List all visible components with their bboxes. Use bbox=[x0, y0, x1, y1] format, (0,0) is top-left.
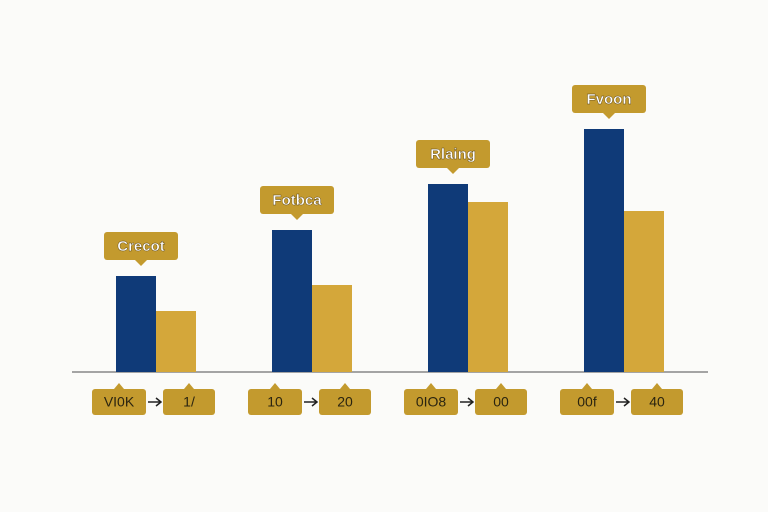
from-label: 00f bbox=[577, 394, 597, 410]
from-pointer bbox=[114, 383, 124, 389]
label-pointer bbox=[291, 214, 303, 220]
to-label: 20 bbox=[337, 394, 353, 410]
bar bbox=[624, 211, 664, 372]
to-pointer bbox=[184, 383, 194, 389]
label-box bbox=[260, 186, 334, 214]
from-label: 0IO8 bbox=[416, 394, 447, 410]
arrow bbox=[148, 397, 163, 407]
to-pointer bbox=[496, 383, 506, 389]
to-box bbox=[475, 389, 527, 415]
category-label: Rlaing bbox=[430, 146, 476, 163]
from-pointer bbox=[270, 383, 280, 389]
label-box bbox=[572, 85, 646, 113]
from-box bbox=[560, 389, 614, 415]
from-box bbox=[248, 389, 302, 415]
label-pointer bbox=[135, 260, 147, 266]
bar bbox=[116, 276, 156, 372]
bar bbox=[428, 184, 468, 372]
to-pointer bbox=[652, 383, 662, 389]
label-pointer bbox=[603, 113, 615, 119]
bar bbox=[584, 129, 624, 372]
to-box bbox=[631, 389, 683, 415]
from-label: VI0K bbox=[104, 394, 135, 410]
category-label: Crecot bbox=[117, 238, 165, 255]
label-box bbox=[416, 140, 490, 168]
to-label: 40 bbox=[649, 394, 665, 410]
bar bbox=[468, 202, 508, 372]
bar bbox=[272, 230, 312, 372]
arrow bbox=[460, 397, 475, 407]
to-box bbox=[319, 389, 371, 415]
arrow bbox=[616, 397, 631, 407]
from-box bbox=[404, 389, 458, 415]
to-label: 00 bbox=[493, 394, 509, 410]
from-pointer bbox=[426, 383, 436, 389]
label-pointer bbox=[447, 168, 459, 174]
label-box bbox=[104, 232, 178, 260]
category-label: Fotbca bbox=[272, 192, 322, 209]
from-pointer bbox=[582, 383, 592, 389]
to-box bbox=[163, 389, 215, 415]
to-label: 1/ bbox=[183, 394, 195, 410]
from-box bbox=[92, 389, 146, 415]
bar bbox=[156, 311, 196, 372]
from-label: 10 bbox=[267, 394, 283, 410]
to-pointer bbox=[340, 383, 350, 389]
arrow bbox=[304, 397, 319, 407]
category-label: Fvoon bbox=[587, 91, 632, 108]
bar bbox=[312, 285, 352, 372]
